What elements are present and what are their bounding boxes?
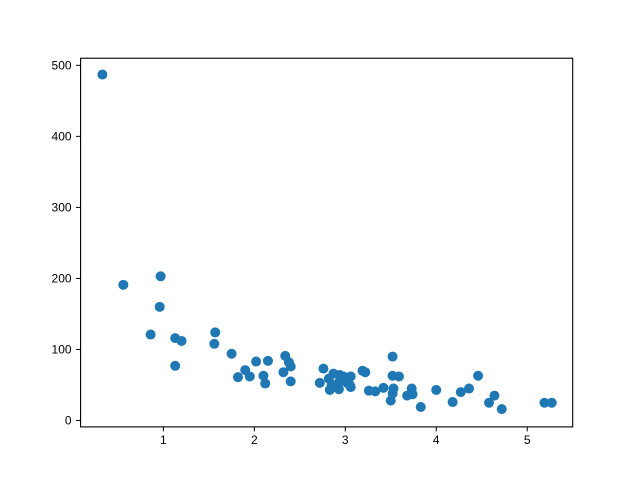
- svg-text:200: 200: [52, 271, 72, 285]
- svg-text:400: 400: [52, 129, 72, 143]
- svg-text:4: 4: [433, 433, 440, 447]
- svg-text:5: 5: [524, 433, 531, 447]
- svg-text:1: 1: [160, 433, 167, 447]
- svg-text:300: 300: [52, 200, 72, 214]
- svg-text:2: 2: [251, 433, 258, 447]
- svg-text:0: 0: [65, 414, 72, 428]
- svg-text:3: 3: [342, 433, 349, 447]
- svg-text:100: 100: [52, 342, 72, 356]
- svg-text:500: 500: [52, 58, 72, 72]
